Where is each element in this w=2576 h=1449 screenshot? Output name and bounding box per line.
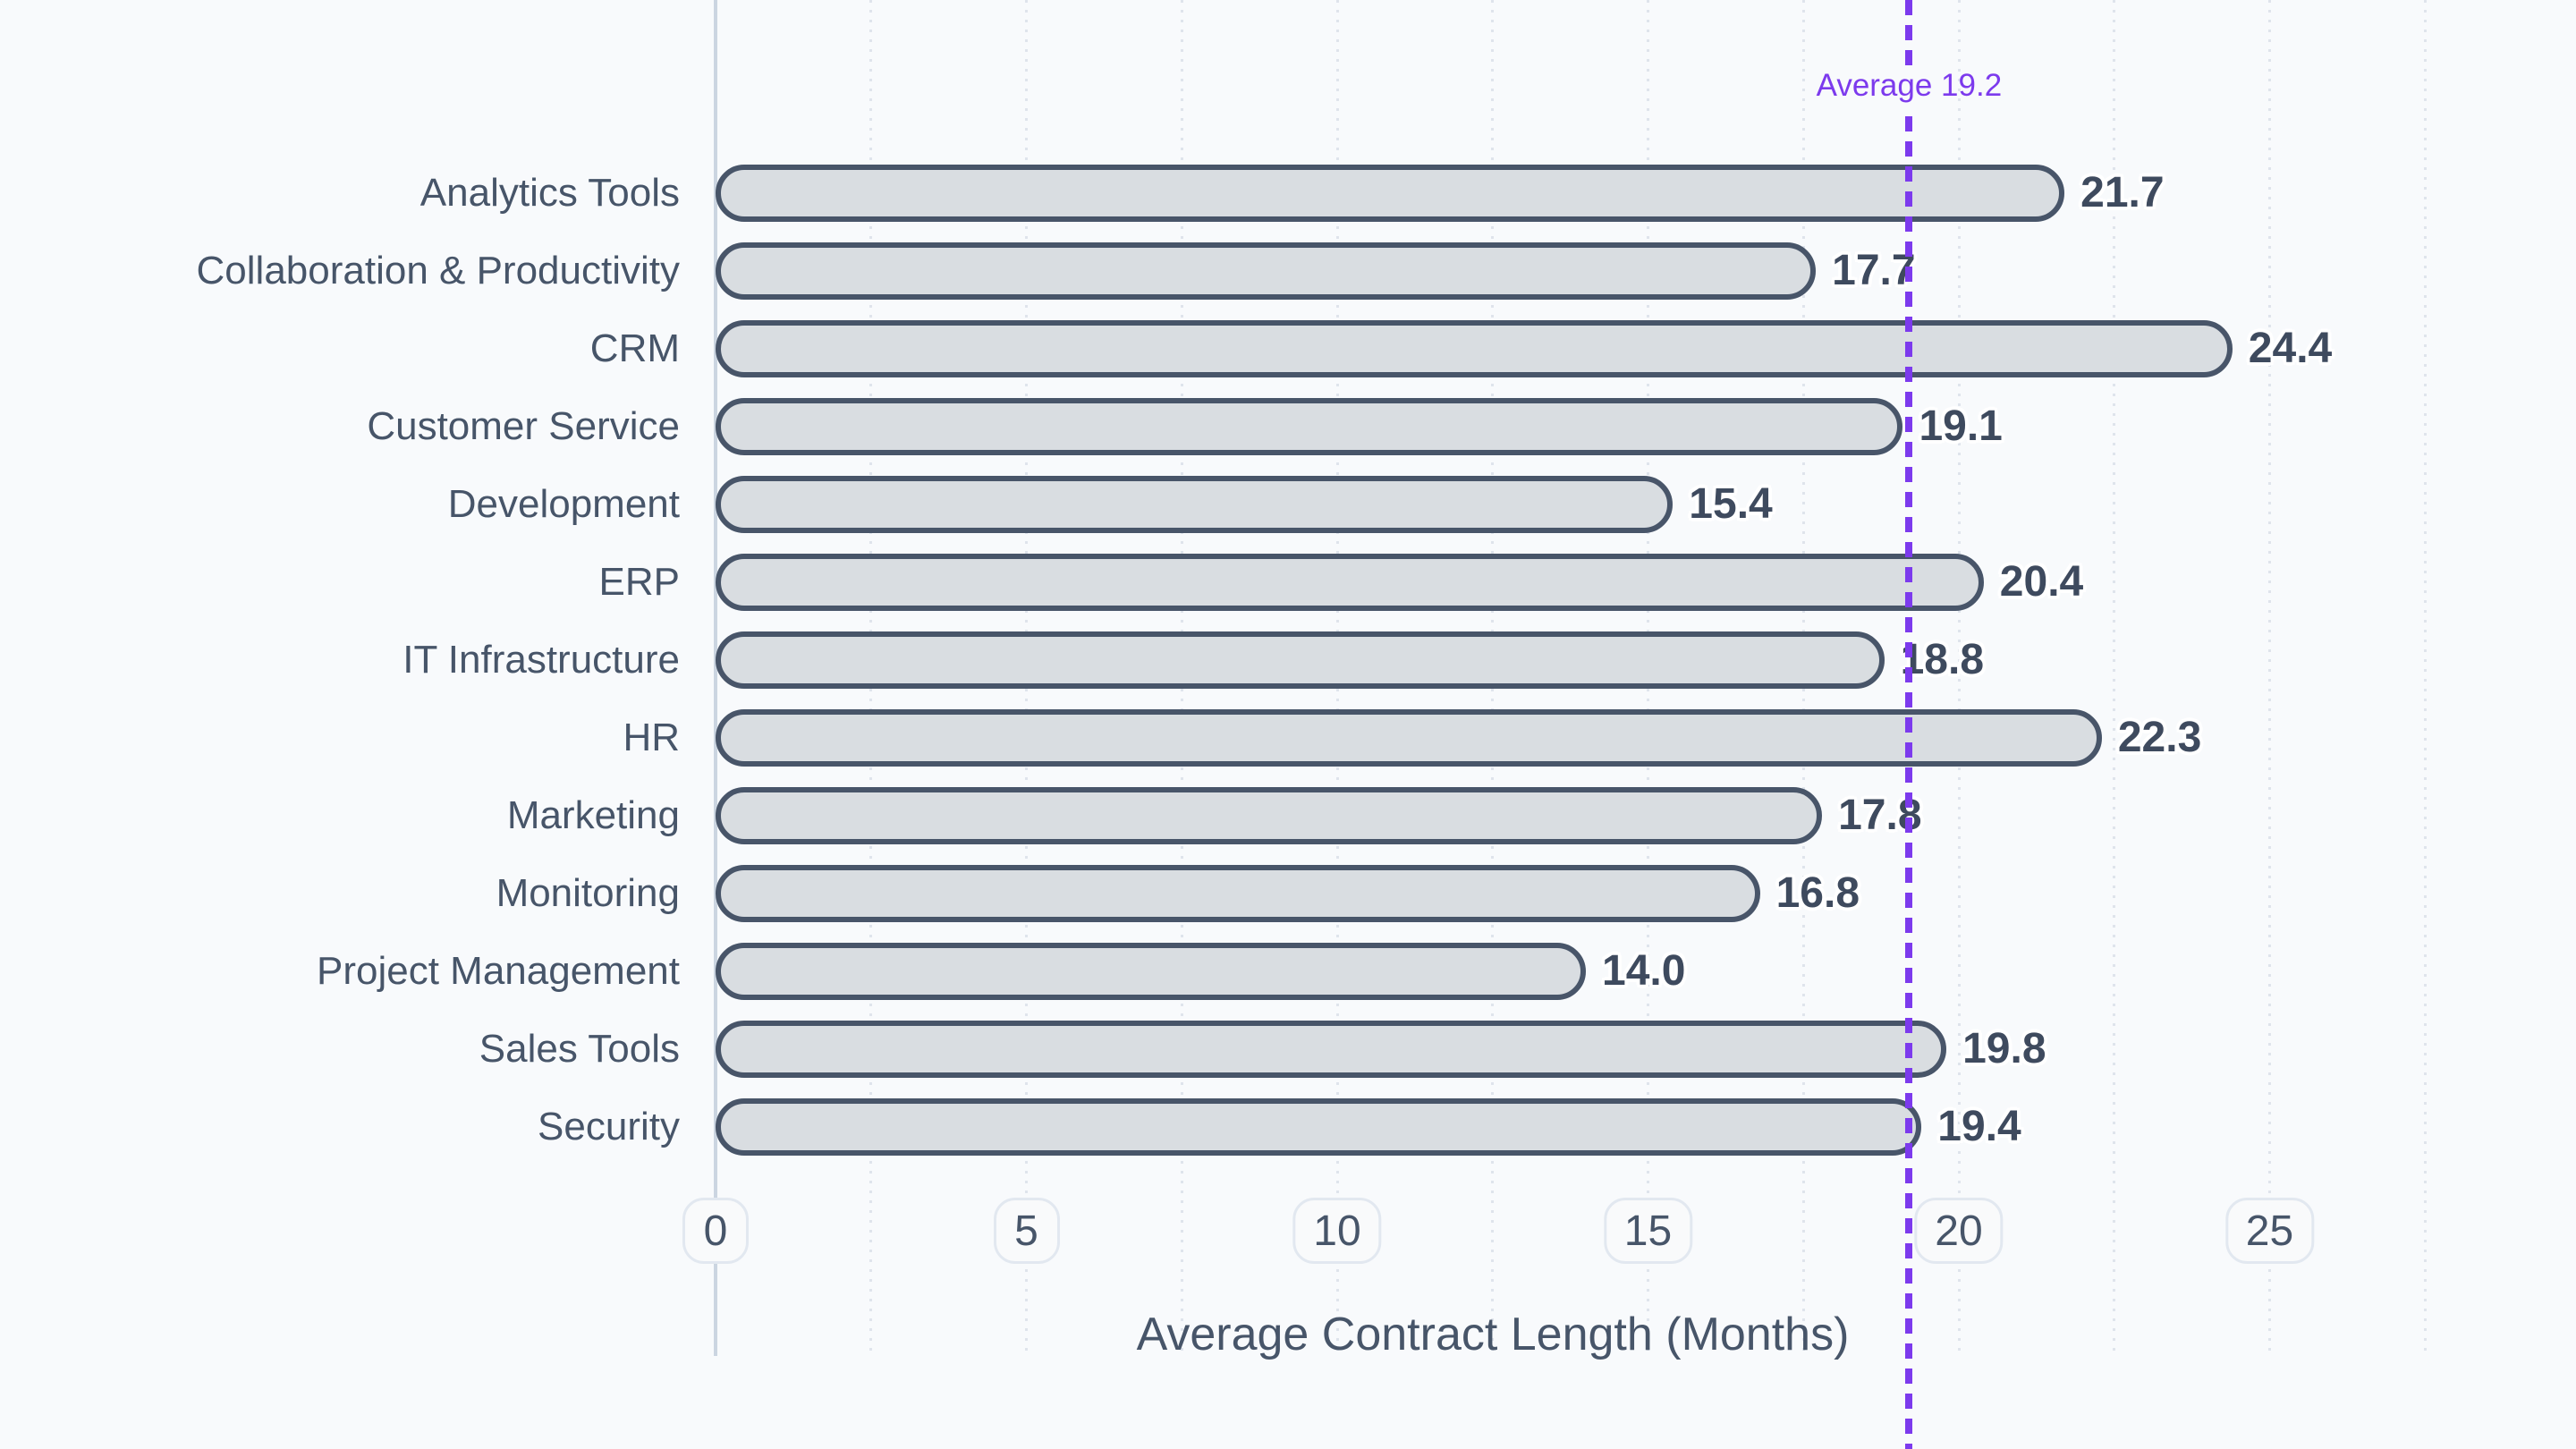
average-line-label: Average 19.2 [1816,68,2003,103]
average-line-segment-bottom [1905,116,1913,1449]
category-label: HR [623,716,680,759]
value-label: 19.1 [1919,402,2003,450]
category-label: Analytics Tools [419,171,680,215]
category-label: Marketing [506,793,680,837]
category-label: Collaboration & Productivity [196,249,680,292]
category-label: ERP [598,560,680,604]
gridline [1957,0,1961,1356]
bar [716,1098,1922,1156]
average-line-segment-top [1905,0,1913,66]
value-label: 16.8 [1775,869,1860,917]
bar [716,242,1817,300]
value-label: 18.8 [1900,636,1985,683]
x-tick-label: 5 [993,1198,1060,1264]
gridline [2268,0,2271,1356]
value-label: 19.4 [1937,1103,2021,1150]
gridline [2423,0,2427,1356]
category-label: CRM [589,326,680,370]
bar [716,787,1823,844]
value-label: 22.3 [2117,714,2202,761]
value-label: 24.4 [2248,325,2333,372]
value-label: 20.4 [1999,558,2084,606]
gridline [2113,0,2116,1356]
category-label: Customer Service [367,404,680,448]
category-label: Monitoring [496,871,680,915]
value-label: 19.8 [1962,1025,2046,1072]
bar [716,165,2065,222]
x-tick-label: 25 [2224,1198,2315,1264]
x-axis-title: Average Contract Length (Months) [1136,1309,1850,1360]
value-label: 14.0 [1602,947,1686,995]
x-tick-label: 10 [1292,1198,1382,1264]
category-label: IT Infrastructure [402,638,680,682]
bar [716,554,1984,611]
bar [716,943,1586,1000]
bar [716,709,2102,767]
category-label: Sales Tools [479,1027,680,1071]
bar [716,476,1674,533]
x-tick-label: 20 [1914,1198,2004,1264]
x-tick-label: 15 [1603,1198,1693,1264]
category-label: Development [447,482,680,526]
y-axis-line [714,0,717,1356]
value-label: 15.4 [1689,480,1773,528]
value-label: 17.7 [1832,247,1916,294]
category-label: Security [538,1105,680,1148]
category-label: Project Management [317,949,680,993]
bar [716,865,1760,922]
bar [716,320,2233,377]
value-label: 21.7 [2080,169,2165,216]
bar [716,631,1885,689]
x-tick-label: 0 [682,1198,749,1264]
bar [716,1021,1947,1078]
bar [716,398,1903,455]
